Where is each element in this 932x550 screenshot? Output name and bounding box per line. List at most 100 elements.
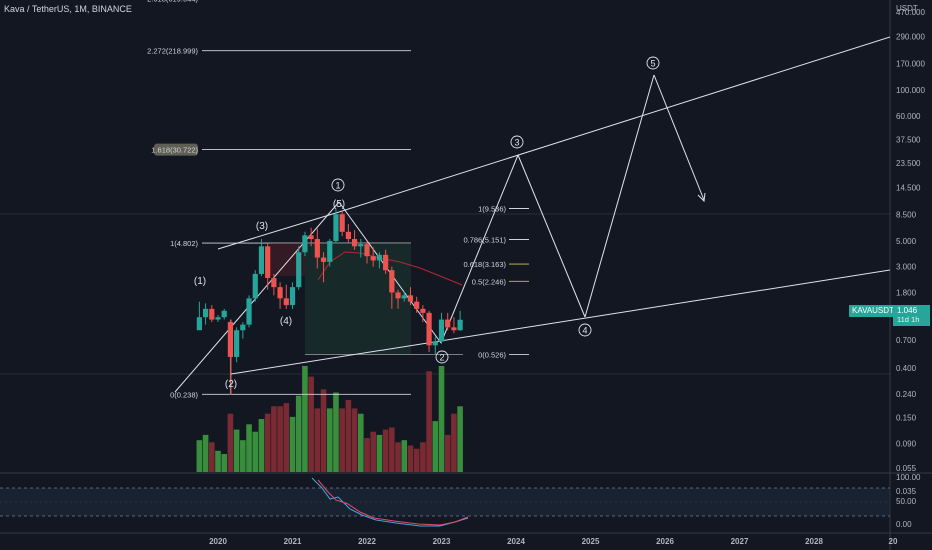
volume-bar — [215, 450, 221, 472]
price-tick-label: 8.500 — [896, 210, 917, 219]
trend-line — [217, 211, 340, 250]
volume-bar — [432, 421, 439, 472]
volume-bar — [426, 371, 432, 472]
price-tick-label: 170.000 — [896, 59, 925, 68]
rsi-tick-label: 50.00 — [896, 497, 917, 506]
fib-extension-label: 2.618(619.044) — [147, 0, 198, 3]
candle-body — [370, 256, 376, 261]
price-tick-label: 5.000 — [896, 237, 917, 246]
volume-bar — [395, 442, 401, 472]
candle-body — [283, 298, 289, 306]
time-tick-label: 2026 — [656, 537, 674, 546]
price-tick-label: 0.090 — [896, 439, 917, 448]
candle-body — [234, 330, 240, 357]
rsi-signal-line — [317, 479, 469, 526]
candle-body — [432, 341, 438, 346]
candle-body — [252, 273, 258, 299]
minor-wave-label: (5) — [333, 199, 345, 210]
volume-bar — [438, 366, 445, 472]
volume-bar — [295, 395, 302, 472]
volume-bar — [351, 408, 358, 472]
volume-bar — [240, 440, 246, 472]
fib-extension-label: 0(0.238) — [170, 390, 198, 399]
price-axis-unit: USDT — [896, 4, 918, 13]
candle-body — [414, 301, 420, 309]
time-tick-label: 2022 — [358, 537, 376, 546]
major-wave-label: 2 — [439, 353, 444, 363]
candle-body — [277, 287, 283, 299]
price-tick-label: 14.500 — [896, 183, 921, 192]
trend-line — [584, 74, 655, 318]
volume-bar — [401, 440, 408, 472]
time-tick-label: 2027 — [731, 537, 749, 546]
fib-extension-label: 1(4.802) — [170, 239, 198, 248]
volume-bar — [407, 445, 414, 472]
volume-bars — [196, 366, 463, 472]
minor-wave-label: (4) — [280, 316, 292, 327]
candle-body — [289, 287, 296, 306]
volume-bar — [339, 408, 345, 472]
fib-label-highlight — [154, 143, 198, 156]
trend-line — [230, 269, 891, 375]
price-tick-label: 0.240 — [896, 390, 917, 399]
volume-bar — [457, 406, 463, 472]
candle-body — [351, 239, 358, 247]
time-tick-label: 20 — [889, 537, 898, 546]
candle-body — [215, 317, 221, 320]
minor-wave-label: (2) — [225, 379, 237, 390]
target-zone — [305, 243, 411, 355]
price-tick-label: 0.055 — [896, 464, 917, 473]
rsi-tick-label: 100.00 — [896, 473, 921, 482]
major-wave-label: 1 — [335, 181, 340, 191]
candle-body — [308, 235, 314, 240]
volume-bar — [382, 429, 389, 472]
major-wave-circle — [510, 135, 524, 149]
price-tick-label: 470.000 — [896, 8, 925, 17]
candle-body — [376, 254, 383, 261]
volume-bar — [326, 408, 333, 472]
price-tick-label: 23.500 — [896, 159, 921, 168]
volume-bar — [376, 434, 383, 472]
major-wave-label: 4 — [582, 326, 587, 336]
candle-body — [358, 244, 364, 247]
candle-body — [457, 319, 463, 331]
price-tick-label: 0.700 — [896, 336, 917, 345]
minor-wave-label: (1) — [194, 276, 206, 287]
candle-body — [320, 257, 327, 262]
volume-bar — [246, 424, 252, 472]
symbol-badge: KAVAUSDT — [849, 305, 897, 317]
time-tick-label: 2028 — [805, 537, 823, 546]
major-wave-circle — [435, 350, 449, 364]
candle-body — [445, 319, 451, 328]
volume-bar — [314, 408, 321, 472]
price-tick-label: 100.000 — [896, 86, 925, 95]
volume-bar — [271, 406, 277, 472]
projection-arrowhead — [697, 192, 706, 203]
trend-line — [338, 36, 891, 213]
major-wave-circle — [646, 56, 660, 70]
candle-body — [227, 322, 234, 357]
volume-bar — [345, 399, 352, 472]
volume-bar — [357, 413, 364, 472]
candle-body — [339, 214, 345, 232]
fib-retracement-label: 0(0.526) — [478, 350, 506, 359]
last-price: 1.046 — [897, 306, 918, 315]
trend-line — [517, 154, 586, 318]
volume-bar — [221, 453, 228, 472]
time-axis[interactable]: 2020 2021 2022 2023 2024 2025 2026 2027 2028 20 — [209, 537, 898, 546]
fib-retracement-label: 0.5(2.246) — [472, 277, 507, 286]
price-tick-label: 0.400 — [896, 364, 917, 373]
candle-body — [451, 327, 457, 331]
volume-bar — [413, 448, 420, 472]
candle-body — [364, 244, 370, 257]
fib-retracement-label: 1(9.536) — [478, 204, 506, 213]
candle-body — [395, 292, 401, 299]
major-wave-label: 3 — [514, 138, 519, 148]
major-wave-circle — [331, 178, 345, 192]
volume-bar — [302, 366, 308, 472]
candle-body — [196, 317, 202, 331]
volume-bar — [258, 419, 265, 472]
volume-bar — [289, 416, 296, 472]
price-tick-label: 0.150 — [896, 414, 917, 423]
candle-body — [426, 312, 432, 346]
